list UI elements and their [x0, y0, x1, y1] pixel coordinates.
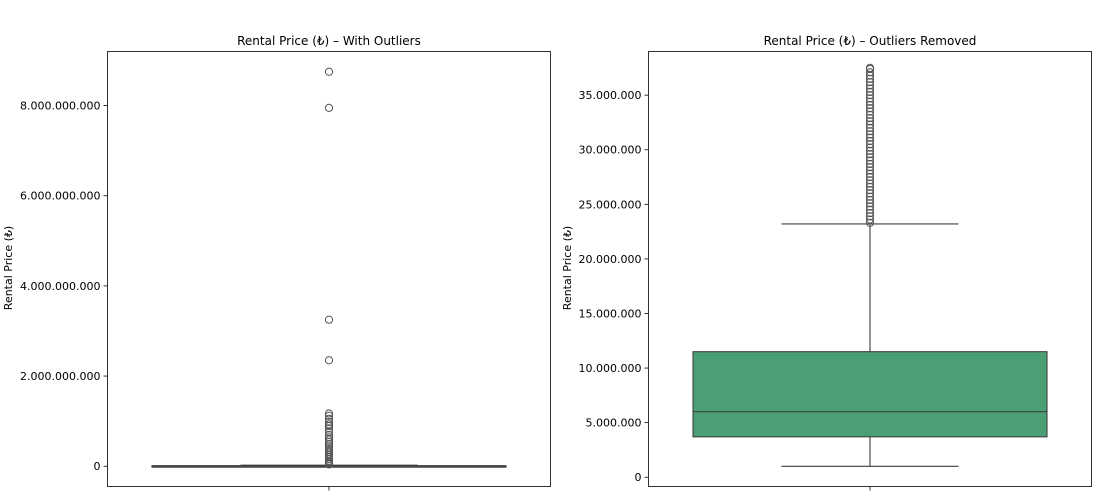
outlier-point [865, 84, 875, 93]
outlier-point [865, 150, 875, 159]
outlier-point [865, 218, 875, 227]
y-tick-label: 8.000.000.000 [20, 100, 100, 113]
outlier-point [865, 215, 875, 224]
outlier-point [865, 153, 875, 162]
outlier-point [865, 159, 875, 169]
outlier-point [324, 103, 334, 112]
outlier-point [865, 74, 875, 83]
outlier-point [865, 127, 875, 136]
outlier-point [865, 166, 875, 175]
outlier-point [865, 192, 875, 201]
y-tick-label: 10.000.000 [579, 362, 642, 375]
outlier-point [865, 113, 875, 123]
outlier-point [865, 77, 875, 87]
y-tick-label: 6.000.000.000 [20, 190, 100, 203]
plot-area-frame [107, 51, 551, 487]
outlier-point [865, 189, 875, 198]
outlier-point [324, 409, 334, 418]
outlier-point [865, 110, 875, 119]
outlier-point [865, 117, 875, 126]
chart-with-outliers: Rental Price (₺) – With Outliers Rental … [2, 34, 551, 491]
box-marks [151, 67, 507, 469]
outlier-point [865, 143, 875, 152]
outlier-point [865, 97, 875, 106]
outlier-point [865, 202, 875, 211]
outlier-point [324, 315, 334, 324]
y-ticks: 0 5.000.000 10.000.000 15.000.000 20.000.000… [579, 89, 649, 484]
outlier-point [865, 68, 875, 77]
outlier-point [865, 81, 875, 90]
outlier-point [865, 133, 875, 142]
outlier-point [324, 421, 334, 431]
y-axis-label: Rental Price (₺) [2, 226, 15, 310]
outlier-point [865, 130, 875, 139]
outlier-point [865, 205, 875, 214]
outlier-point [865, 195, 875, 205]
outlier-point [865, 107, 875, 116]
y-tick-label: 2.000.000.000 [20, 370, 100, 383]
chart-outliers-removed: Rental Price (₺) – Outliers Removed Rent… [561, 34, 1092, 491]
outlier-point [865, 120, 875, 129]
outlier-point [865, 136, 875, 146]
outlier-point [324, 417, 334, 427]
y-tick-label: 20.000.000 [579, 253, 642, 266]
y-tick-label: 4.000.000.000 [20, 280, 100, 293]
outlier-point [865, 186, 875, 195]
outlier-point [865, 163, 875, 172]
y-tick-label: 0 [635, 471, 642, 484]
y-tick-label: 0 [94, 460, 101, 473]
y-tick-label: 30.000.000 [579, 144, 642, 157]
y-tick-label: 35.000.000 [579, 89, 642, 102]
outlier-point [324, 356, 334, 365]
outlier-point [865, 123, 875, 133]
chart-title: Rental Price (₺) – Outliers Removed [764, 34, 977, 48]
y-axis-label: Rental Price (₺) [561, 226, 574, 310]
outlier-point [865, 156, 875, 165]
box-marks [692, 63, 1048, 467]
chart-title: Rental Price (₺) – With Outliers [237, 34, 421, 48]
outlier-point [324, 67, 334, 76]
box-iqr [692, 351, 1048, 438]
outlier-point [865, 179, 875, 188]
outlier-point [324, 460, 334, 469]
outlier-point [324, 437, 334, 446]
outlier-point [865, 91, 875, 100]
y-ticks: 0 2.000.000.000 4.000.000.000 6.000.000.000… [20, 100, 108, 473]
outlier-point [865, 94, 875, 103]
outlier-point [865, 208, 875, 218]
outlier-point [865, 199, 875, 208]
outlier-point [865, 176, 875, 185]
outlier-point [865, 146, 875, 155]
outlier-point [865, 182, 875, 191]
outlier-point [865, 104, 875, 113]
outlier-point [865, 87, 875, 96]
y-tick-label: 25.000.000 [579, 198, 642, 211]
y-tick-label: 5.000.000 [586, 417, 642, 430]
outlier-point [865, 140, 875, 149]
outlier-point [865, 169, 875, 178]
outlier-point [865, 100, 875, 110]
outlier-point [865, 172, 875, 182]
outlier-point [865, 212, 875, 221]
outlier-point [324, 411, 334, 420]
y-tick-label: 15.000.000 [579, 307, 642, 320]
outlier-point [865, 63, 875, 72]
